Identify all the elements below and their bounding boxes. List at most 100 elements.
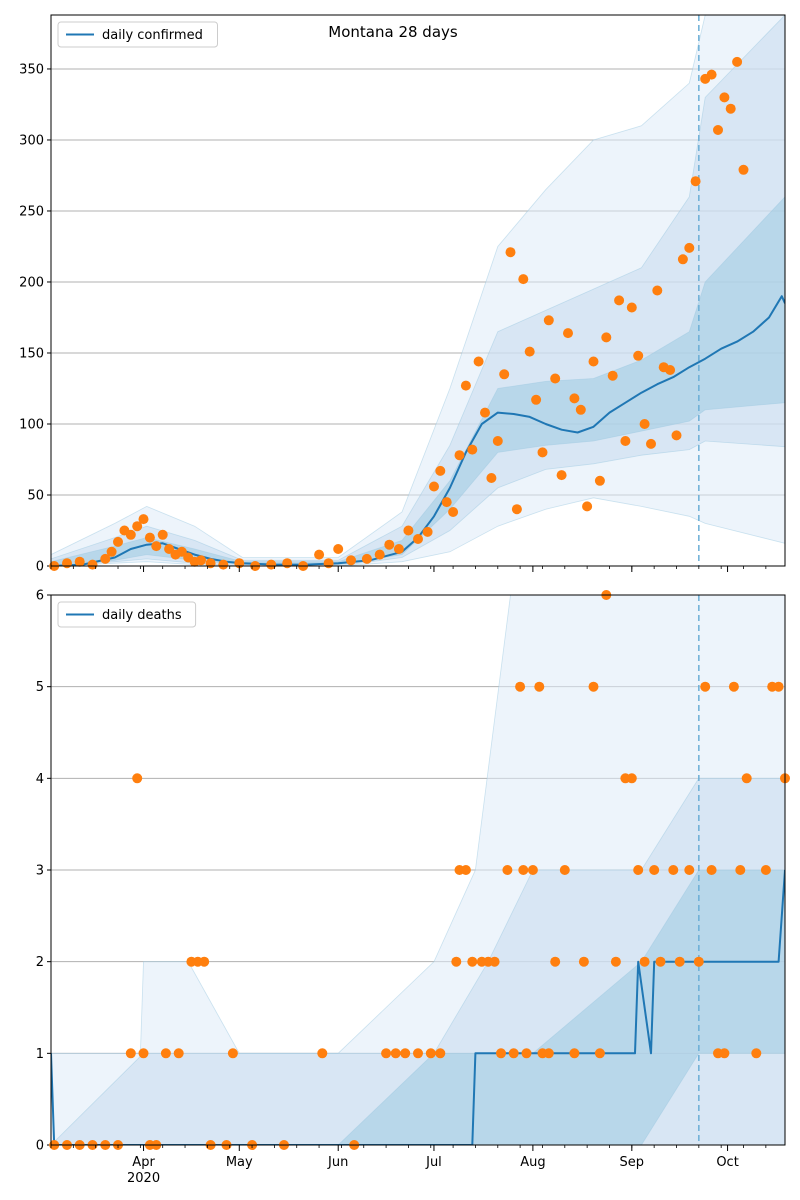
data-point [454,450,465,461]
x-tick-label: Jun [327,1155,348,1170]
data-point [314,549,325,560]
data-point [550,373,561,384]
data-point [323,558,334,569]
data-point [176,546,187,557]
data-point [413,534,423,544]
data-point [582,501,593,512]
data-point [531,394,542,405]
data-point [738,164,749,175]
y-tick-label: 0 [36,1139,44,1154]
data-point [467,956,478,967]
data-point [448,507,459,517]
data-point [719,92,730,103]
data-point [620,436,631,446]
data-point [652,285,663,296]
data-point [106,546,117,557]
chart-title: Montana 28 days [328,23,458,41]
data-point [492,436,503,446]
data-point [508,1048,519,1059]
data-point [706,69,717,80]
x-tick-label: Aug [520,1155,545,1170]
data-point [684,865,695,875]
data-point [125,1048,136,1059]
series-line [51,869,785,1145]
data-point [594,1048,605,1059]
x-tick-label: May [226,1155,253,1170]
data-point [467,444,478,455]
y-tick-label: 3 [36,864,44,879]
data-point [713,125,723,135]
data-point [518,865,529,875]
data-point [460,865,471,875]
data-point [496,1048,506,1059]
y-tick-label: 300 [19,133,44,148]
data-point [665,365,676,375]
data-point [480,407,490,418]
data-point [317,1048,328,1059]
data-point [473,356,484,367]
data-point [138,514,149,525]
data-point [543,1048,554,1059]
y-tick-label: 0 [36,560,44,575]
data-point [486,473,497,483]
data-point [151,541,162,552]
data-point [773,681,784,692]
data-point [614,295,625,306]
data-point [693,956,704,967]
data-point [700,681,711,692]
y-tick-label: 5 [36,680,44,695]
data-point [489,956,500,967]
data-point [196,555,206,566]
data-point [384,539,395,550]
data-point [451,956,462,967]
data-point [556,470,567,481]
data-point [578,956,589,967]
data-point [626,773,637,784]
data-point [511,504,522,515]
data-point [594,475,605,486]
y-tick-label: 6 [36,589,44,604]
y-tick-label: 1 [36,1047,44,1062]
data-point [534,681,545,692]
data-point [381,1048,392,1059]
data-point [741,773,752,784]
plot-frame [50,594,786,1146]
data-point [668,865,679,875]
data-point [524,346,535,357]
data-point [751,1048,762,1059]
data-point [518,274,529,285]
data-point [361,553,372,564]
data-point [87,559,98,570]
data-point [282,558,293,569]
data-point [125,529,136,540]
data-point [199,956,210,967]
data-point [74,556,85,567]
y-tick-label: 4 [36,772,44,787]
data-point [537,447,548,458]
y-tick-label: 50 [27,488,44,503]
data-point [732,56,743,67]
data-point [655,956,666,967]
data-point [403,525,414,536]
data-point [626,302,637,313]
data-point [639,956,650,967]
data-point [333,544,344,554]
data-point [735,865,746,875]
data-point [677,254,688,265]
data-point [425,1048,436,1059]
y-tick-label: 250 [19,204,44,219]
data-point [400,1048,411,1059]
y-tick-label: 100 [19,417,44,432]
data-point [601,332,612,343]
data-point [218,559,229,570]
data-point [435,1048,446,1059]
data-point [266,559,277,570]
legend-box [57,21,218,48]
data-point [374,549,385,560]
data-point [132,521,143,532]
data-point [671,430,682,441]
data-point [160,1048,171,1059]
data-point [588,681,599,692]
